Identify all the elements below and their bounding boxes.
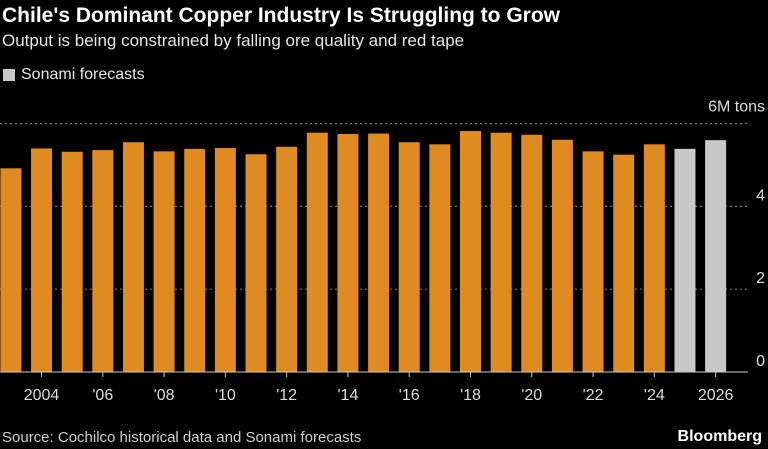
bar-2012 — [276, 146, 298, 372]
bar-2010 — [214, 148, 236, 372]
x-tick-label: '16 — [399, 387, 420, 404]
bar-2008 — [153, 151, 175, 372]
bar-2019 — [490, 132, 512, 372]
x-tick-label: '22 — [583, 387, 604, 404]
legend-swatch-forecast — [3, 69, 15, 81]
bar-2025 — [674, 148, 696, 372]
bar-2024 — [643, 144, 665, 372]
x-tick-label: '24 — [644, 387, 665, 404]
x-tick-label: '20 — [521, 387, 542, 404]
legend: Sonami forecasts — [3, 66, 145, 84]
bar-2026 — [705, 140, 727, 372]
bar-2003 — [0, 168, 22, 372]
bar-2005 — [61, 151, 83, 372]
bar-2009 — [184, 148, 206, 372]
bar-2016 — [398, 142, 420, 372]
chart-title: Chile's Dominant Copper Industry Is Stru… — [2, 4, 561, 27]
bar-2015 — [368, 133, 390, 372]
x-tick-label: 2004 — [24, 387, 60, 404]
x-tick-label: '14 — [338, 387, 359, 404]
bar-2020 — [521, 134, 543, 372]
y-unit-label: 6M tons — [708, 99, 765, 116]
y-tick-label: 0 — [756, 353, 765, 370]
bar-2004 — [31, 148, 53, 372]
source-note: Source: Cochilco historical data and Son… — [2, 429, 362, 446]
bar-2011 — [245, 154, 267, 372]
bar-2023 — [613, 154, 635, 372]
bar-2022 — [582, 151, 604, 372]
y-tick-label: 2 — [756, 270, 765, 287]
x-tick-label: '06 — [92, 387, 113, 404]
bar-2018 — [460, 131, 481, 372]
bar-2013 — [306, 132, 328, 372]
bar-2017 — [429, 144, 451, 372]
x-tick-label: '10 — [215, 387, 236, 404]
x-tick-label: '12 — [276, 387, 297, 404]
x-tick-label: 2026 — [698, 387, 734, 404]
bar-2014 — [337, 133, 359, 372]
x-tick-label: '08 — [154, 387, 175, 404]
legend-label-forecast: Sonami forecasts — [21, 66, 145, 83]
x-tick-label: '18 — [460, 387, 481, 404]
chart-subtitle: Output is being constrained by falling o… — [2, 31, 465, 50]
bar-2021 — [551, 139, 573, 372]
bar-2006 — [92, 150, 114, 372]
bar-2007 — [122, 142, 144, 372]
bloomberg-logo: Bloomberg — [677, 428, 762, 445]
y-tick-label: 4 — [756, 187, 765, 204]
